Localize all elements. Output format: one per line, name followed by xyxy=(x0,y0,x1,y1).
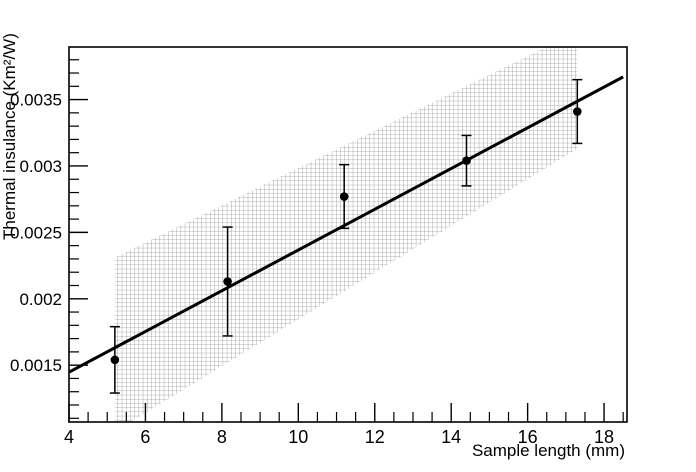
axes-layer: 4 6 8 10 12 14 16 18 0.0015 0.002 0.0025 0.003 0.003… xyxy=(10,46,628,447)
data-point xyxy=(572,78,583,145)
x-tick-label: 6 xyxy=(140,427,150,447)
data-point xyxy=(461,134,472,187)
confidence-band-layer xyxy=(114,47,578,422)
y-tick-label: 0.0025 xyxy=(10,223,62,242)
x-tick-label: 18 xyxy=(594,427,614,447)
y-axis-title: Thermal insulance (Km²/W) xyxy=(0,33,19,240)
data-point-marker xyxy=(223,277,232,286)
x-tick-label: 8 xyxy=(217,427,227,447)
y-tick-label: 0.0015 xyxy=(10,356,62,375)
data-point-marker xyxy=(462,156,471,165)
x-axis-title: Sample length (mm) xyxy=(472,441,625,460)
data-point xyxy=(109,325,120,394)
confidence-band xyxy=(114,47,578,422)
y-tick-label: 0.0035 xyxy=(10,91,62,110)
x-tick-label: 14 xyxy=(441,427,461,447)
data-point-marker xyxy=(339,192,349,201)
x-tick-label: 12 xyxy=(365,427,385,447)
data-point-marker xyxy=(110,355,120,365)
data-point xyxy=(222,226,233,337)
data-point-marker xyxy=(573,107,582,116)
x-tick-label: 16 xyxy=(518,427,538,447)
x-tick-label: 4 xyxy=(64,427,74,447)
y-tick-label: 0.003 xyxy=(19,157,62,176)
x-tick-label: 10 xyxy=(288,427,308,447)
data-point xyxy=(339,163,350,230)
plot-frame xyxy=(68,46,628,423)
fit-line-layer xyxy=(69,75,624,374)
data-points-layer xyxy=(109,78,583,394)
y-tick-label: 0.002 xyxy=(19,290,62,309)
fit-line xyxy=(69,75,624,374)
